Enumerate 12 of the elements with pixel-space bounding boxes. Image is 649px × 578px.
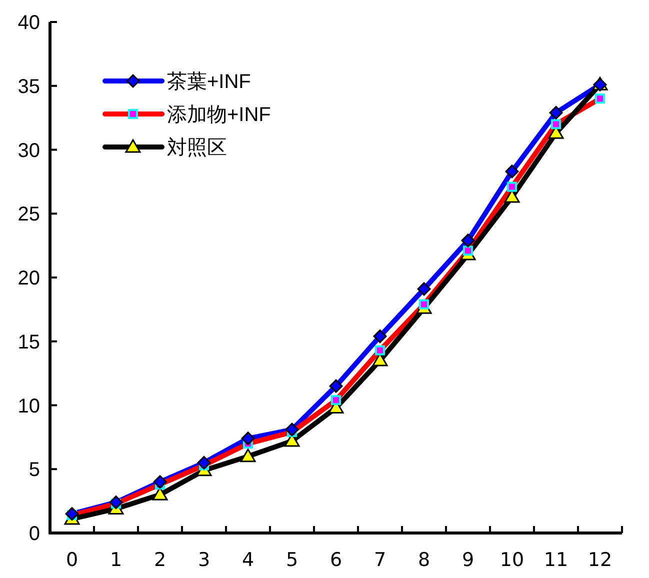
legend-label: 対照区 [167,137,227,159]
y-tick-label: 30 [18,140,40,162]
legend-label: 茶葉+INF [167,71,251,93]
y-tick-label: 15 [18,331,40,354]
y-tick-label: 0 [28,523,40,545]
y-tick-label: 5 [28,459,40,482]
y-tick-label: 20 [18,268,40,290]
y-tick-label: 25 [18,204,40,226]
y-tick-label: 40 [18,12,40,34]
y-tick-label: 35 [18,76,40,98]
y-tick-label: 10 [18,395,40,418]
legend-label: 添加物+INF [167,104,271,126]
